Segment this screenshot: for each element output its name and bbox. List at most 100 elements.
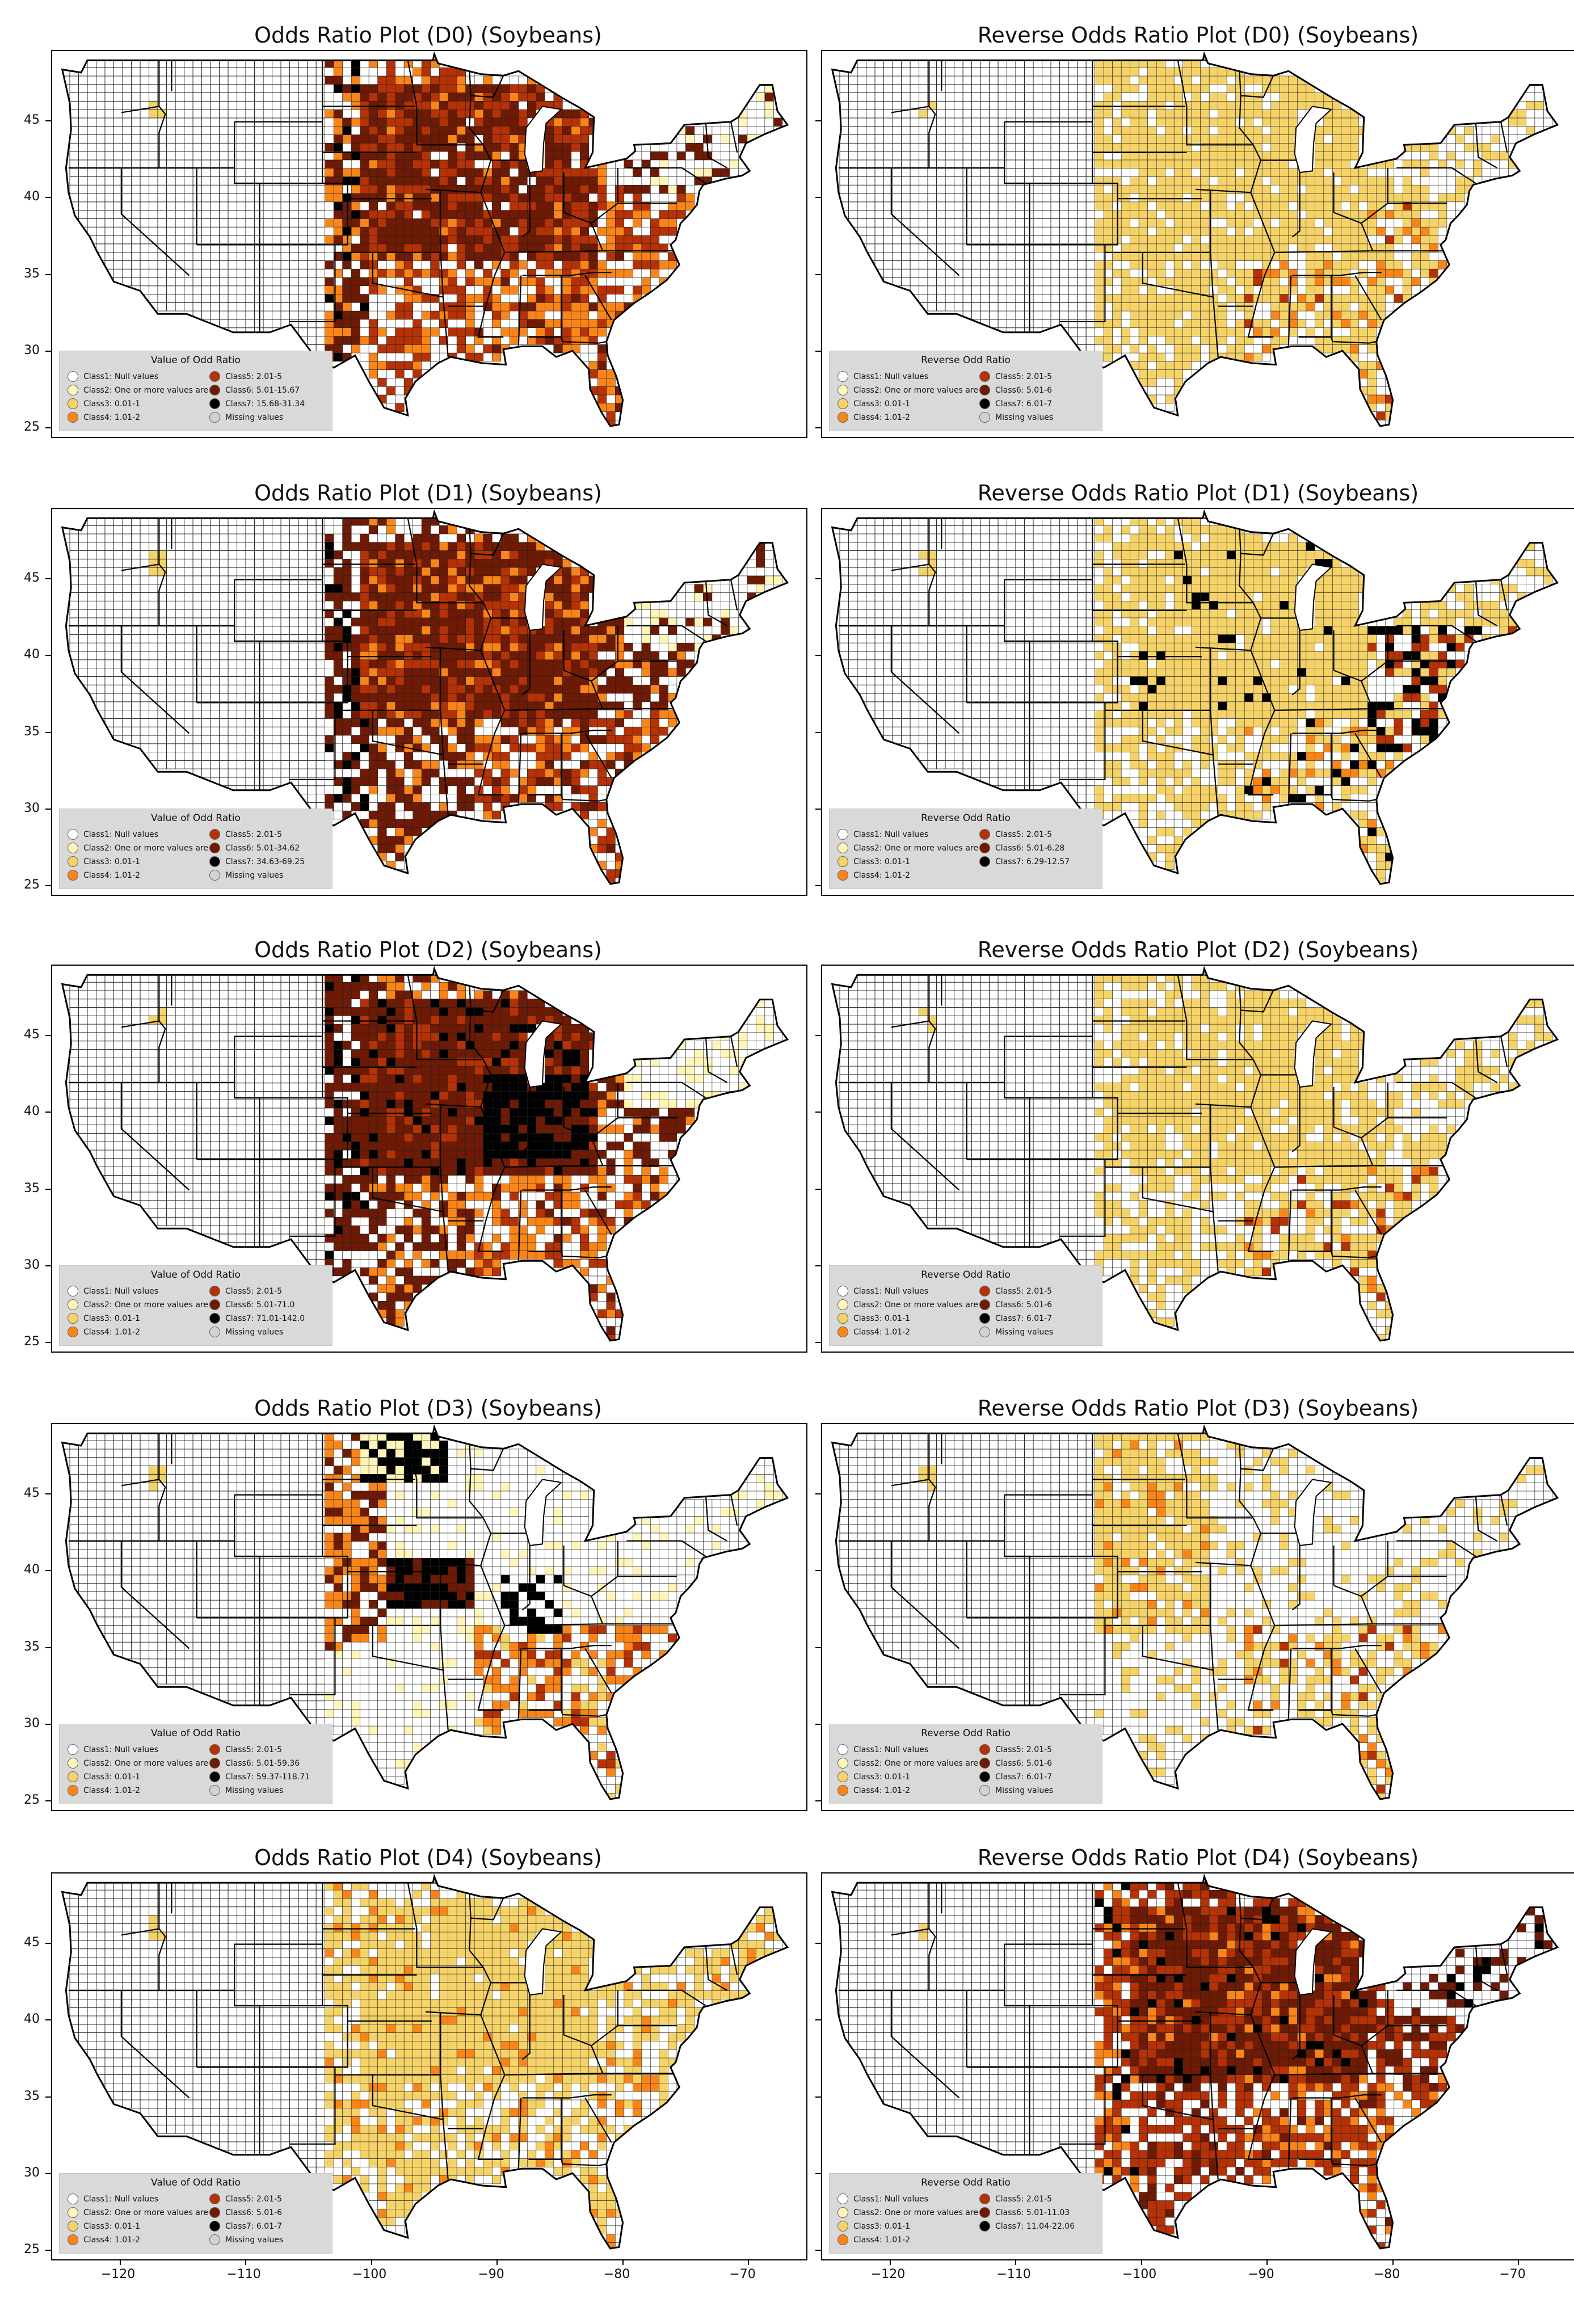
y-tick-label: 30 [24, 343, 40, 357]
legend-swatch [979, 412, 990, 423]
legend-swatch [209, 2234, 220, 2245]
y-tick-label: 35 [24, 1640, 40, 1654]
legend-label: Class7: 6.01-7 [995, 1312, 1052, 1325]
legend-swatch [837, 1758, 848, 1769]
legend-swatch [68, 398, 78, 409]
county-cells [62, 1876, 788, 2249]
legend-swatch [209, 1327, 220, 1337]
legend-label: Class3: 0.01-1 [853, 1771, 910, 1783]
y-tick-mark [45, 1570, 51, 1572]
y-tick-mark [815, 2173, 821, 2174]
legend-swatch [837, 1771, 848, 1782]
us-outline [61, 1873, 789, 2250]
county-map [831, 509, 1559, 885]
us-outline [831, 1424, 1559, 1800]
x-tick-label: −120 [101, 2267, 135, 2281]
legend-label: Class5: 2.01-5 [225, 371, 282, 383]
legend-label: Class3: 0.01-1 [83, 1312, 140, 1325]
legend-swatch [68, 1744, 78, 1755]
legend-label: Class3: 0.01-1 [853, 2220, 910, 2233]
legend-title: Value of Odd Ratio [60, 1269, 332, 1281]
map-panel: Reverse Odd Ratio Class1: Null values Clas… [821, 1872, 1574, 2260]
county-cells [832, 1427, 1558, 1799]
panel-title: Reverse Odds Ratio Plot (D2) (Soybeans) [821, 937, 1574, 962]
y-tick-mark [45, 120, 51, 121]
y-tick-label: 40 [24, 1104, 40, 1118]
legend-label: Class4: 1.01-2 [83, 1784, 140, 1797]
legend-label: Class6: 5.01-6.28 [995, 842, 1064, 854]
legend-label: Missing values [225, 411, 283, 424]
y-tick-mark [45, 427, 51, 429]
legend-label: Class7: 59.37-118.71 [225, 1771, 310, 1783]
legend-label: Class7: 15.68-31.34 [225, 398, 305, 410]
lake-michigan [524, 563, 563, 631]
legend-swatch [209, 2194, 220, 2204]
y-tick-mark [45, 1265, 51, 1266]
legend-label: Class4: 1.01-2 [853, 2234, 910, 2246]
y-tick-mark [45, 1647, 51, 1648]
y-tick-mark [815, 2019, 821, 2021]
y-tick-mark [45, 578, 51, 579]
y-tick-mark [815, 1723, 821, 1725]
map-panel: Value of Odd Ratio Class1: Null values Cla… [51, 1872, 807, 2260]
legend-swatch [837, 2234, 848, 2245]
x-tick-label: −110 [226, 2267, 260, 2281]
panel-title: Odds Ratio Plot (D0) (Soybeans) [51, 23, 805, 48]
legend-title: Reverse Odd Ratio [830, 1728, 1102, 1739]
y-tick-mark [815, 1493, 821, 1494]
y-tick-label: 30 [24, 801, 40, 815]
us-outline [61, 966, 789, 1342]
legend-label: Class4: 1.01-2 [853, 1784, 910, 1797]
y-tick-mark [45, 1112, 51, 1113]
legend-label: Class1: Null values [853, 2193, 928, 2205]
y-tick-mark [45, 197, 51, 199]
legend-swatch [68, 829, 78, 840]
y-tick-mark [45, 273, 51, 275]
legend-label: Class1: Null values [83, 2193, 158, 2205]
legend-swatch [209, 1313, 220, 1324]
legend-swatch [979, 2221, 990, 2232]
legend-swatch [979, 1313, 990, 1324]
y-tick-mark [45, 350, 51, 352]
legend-title: Reverse Odd Ratio [830, 355, 1102, 366]
legend-swatch [979, 829, 990, 840]
legend-swatch [979, 385, 990, 395]
legend-swatch [979, 1758, 990, 1769]
legend-label: Class1: Null values [853, 1744, 928, 1756]
legend-label: Class1: Null values [83, 1285, 158, 1298]
x-tick-mark [748, 2259, 750, 2265]
county-cells [832, 512, 1558, 884]
y-tick-label: 25 [24, 1334, 40, 1349]
y-tick-mark [815, 1942, 821, 1944]
legend-label: Class5: 2.01-5 [995, 1744, 1052, 1756]
legend-label: Class2: One or more values are 0 [83, 2207, 216, 2219]
lake-michigan [524, 106, 563, 174]
x-tick-label: −70 [1499, 2267, 1525, 2281]
x-tick-mark [1015, 2259, 1017, 2265]
y-tick-mark [815, 731, 821, 733]
x-tick-mark [1392, 2259, 1394, 2265]
map-panel: Value of Odd Ratio Class1: Null values Cla… [51, 965, 807, 1353]
y-tick-mark [815, 578, 821, 579]
legend-label: Class2: One or more values are 0 [83, 1299, 216, 1311]
y-tick-mark [815, 273, 821, 275]
x-tick-label: −80 [604, 2267, 630, 2281]
legend-swatch [209, 2207, 220, 2218]
y-tick-mark [815, 2096, 821, 2098]
y-tick-mark [815, 1112, 821, 1113]
legend-label: Class2: One or more values are 0 [853, 842, 986, 854]
legend-swatch [68, 1758, 78, 1769]
y-tick-mark [45, 2096, 51, 2098]
legend-label: Class4: 1.01-2 [83, 411, 140, 424]
y-tick-label: 40 [24, 2012, 40, 2026]
y-tick-label: 35 [24, 267, 40, 281]
legend-label: Class5: 2.01-5 [225, 1744, 282, 1756]
legend-swatch [837, 1286, 848, 1296]
legend-swatch [68, 856, 78, 867]
legend-label: Class7: 11.04-22.06 [995, 2220, 1075, 2233]
y-tick-mark [45, 808, 51, 810]
legend-label: Class5: 2.01-5 [225, 2193, 282, 2205]
x-tick-mark [1140, 2259, 1142, 2265]
legend-label: Missing values [225, 1784, 283, 1797]
x-tick-label: −90 [478, 2267, 504, 2281]
